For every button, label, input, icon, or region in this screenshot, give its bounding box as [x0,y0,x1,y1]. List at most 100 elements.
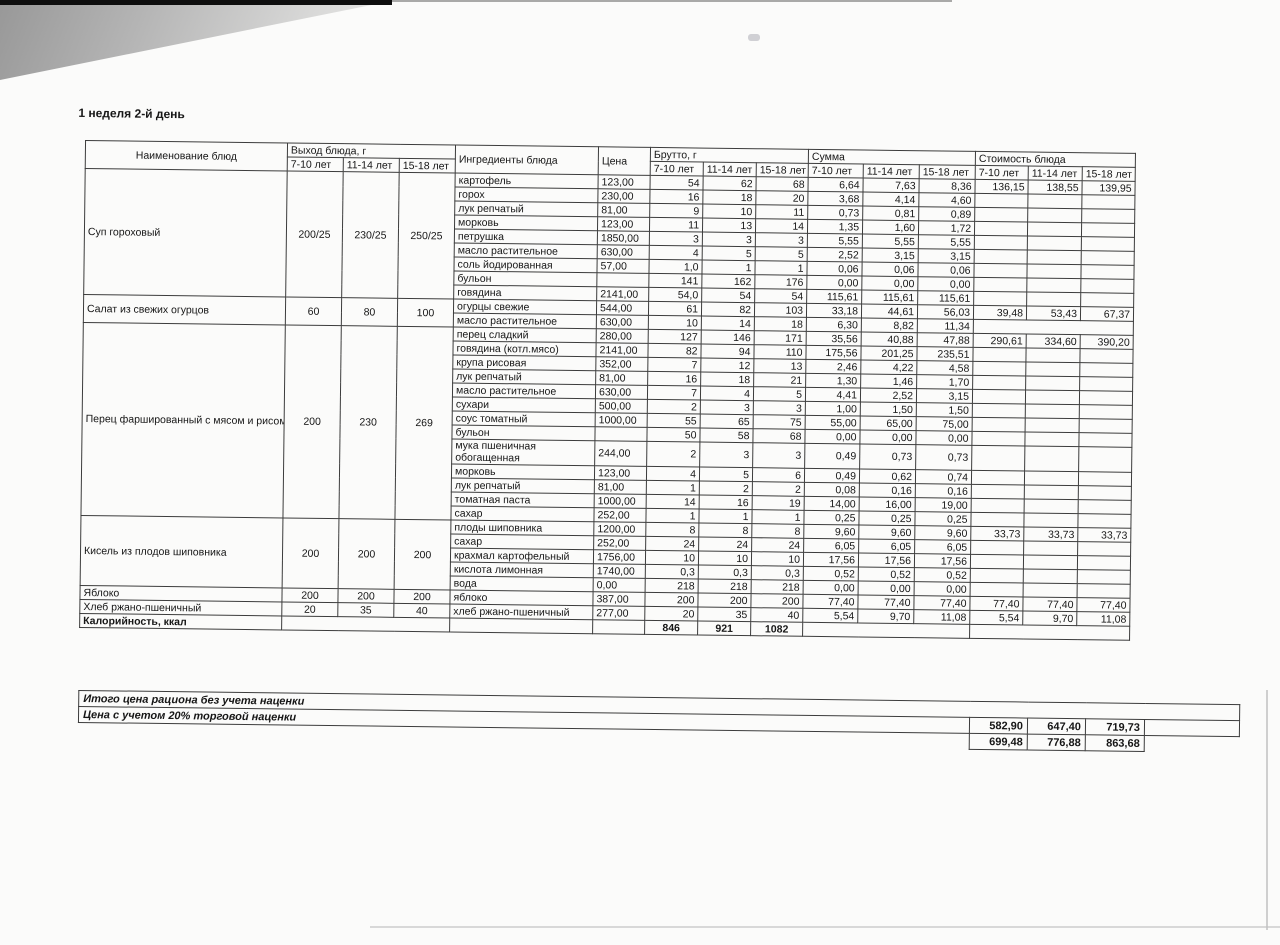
sum-cell: 17,56 [914,553,971,569]
price-cell: 1000,00 [594,493,647,509]
gross-cell: 82 [647,343,702,359]
dish-name-cell: Кисель из плодов шиповника [80,515,283,588]
cost-spacer [973,263,1028,279]
price-cell: 81,00 [595,370,648,386]
gross-cell: 127 [648,329,702,345]
price-cell: 1000,00 [595,412,648,428]
gross-cell: 3 [699,442,753,468]
sum-cell: 1,35 [807,219,863,235]
price-cell: 244,00 [594,440,647,467]
price-cell: 123,00 [594,465,647,481]
gross-cell: 18 [702,190,757,205]
cost-spacer [1080,264,1135,280]
gross-cell: 3 [752,442,805,469]
col-header-age: 11-14 лет [343,157,400,173]
cost-spacer [1024,432,1080,447]
calories-label-cell: Калорийность, ккал [79,613,282,630]
col-header-name: Наименование блюд [85,140,288,171]
gross-cell: 2 [752,481,805,497]
sum-cell: 8,82 [861,317,918,333]
scan-smudge [748,34,760,41]
cost-spacer [973,277,1027,293]
dish-cost-cell: 136,15 [975,179,1029,195]
sum-cell: 201,25 [860,345,918,361]
gross-cell: 4 [700,386,754,401]
sum-cell: 17,56 [858,552,915,568]
sum-cell: 0,25 [858,510,916,526]
col-header-age: 7-10 лет [808,163,864,179]
gross-cell: 58 [699,428,754,443]
gross-cell: 110 [753,344,807,360]
cost-spacer [1023,554,1078,570]
col-header-age: 15-18 лет [1082,166,1136,182]
sum-cell: 115,61 [806,289,862,304]
sum-cell: 40,88 [861,331,918,347]
sum-cell: 0,52 [914,567,971,583]
col-header-age: 15-18 лет [399,158,456,174]
sum-cell: 6,05 [914,539,971,555]
dish-output-cell: 200 [337,588,395,604]
sum-cell: 235,51 [916,346,974,362]
cost-spacer [972,361,1026,377]
gross-cell: 103 [754,302,807,318]
gross-cell: 8 [698,523,752,538]
gross-cell: 18 [700,372,754,387]
gross-cell: 1 [646,480,700,496]
price-cell: 352,00 [595,356,648,372]
price-cell: 0,00 [593,577,646,593]
dish-name-cell: Суп гороховый [83,168,288,297]
calories-value-cell: 846 [644,620,698,636]
sum-cell: 19,00 [915,497,972,513]
cost-spacer [1080,292,1134,308]
gross-cell: 54 [754,288,807,304]
calories-price-cell [592,619,645,635]
gross-cell: 9 [649,203,703,219]
price-cell: 1756,00 [593,549,646,565]
sum-cell: 0,81 [862,206,919,221]
gross-cell: 65 [700,414,754,429]
gross-cell: 8 [645,522,699,538]
gross-cell: 1,0 [648,259,703,275]
gross-cell: 68 [752,428,806,444]
price-cell: 230,00 [597,188,651,204]
totals-value-cell: 776,88 [1027,734,1086,751]
sum-cell: 4,41 [805,387,861,402]
gross-cell: 94 [700,344,755,359]
cost-spacer [1025,362,1080,377]
sum-cell: 0,62 [859,468,916,484]
gross-cell: 1 [645,508,700,524]
gross-cell: 21 [753,372,806,388]
dish-output-cell: 60 [285,296,342,326]
price-cell [594,426,648,442]
sum-cell: 0,25 [803,510,860,525]
cost-spacer [1079,376,1133,392]
cost-spacer [1079,404,1133,420]
sum-cell: 11,08 [913,609,970,625]
cost-spacer [1023,568,1078,584]
gross-cell: 16 [699,495,753,510]
gross-cell: 20 [644,606,698,622]
sum-cell: 35,56 [806,331,862,346]
dish-cost-cell: 138,55 [1028,180,1083,195]
cost-spacer [1024,499,1079,514]
totals-table: Итого цена рациона без учета наценки Цена… [78,690,1241,753]
sum-cell: 0,73 [915,444,972,471]
sum-cell: 1,30 [805,373,861,388]
gross-cell: 35 [697,607,751,622]
col-header-ingredients: Ингредиенты блюда [455,145,599,175]
cost-spacer [972,375,1026,391]
sum-cell: 4,60 [918,192,976,208]
menu-table: Наименование блюд Выход блюда, г Ингредиен… [79,140,1136,641]
cost-spacer [971,498,1025,514]
price-cell: 123,00 [598,174,651,190]
sum-cell: 6,05 [803,538,859,553]
dish-output-cell: 20 [281,601,338,617]
cost-spacer [1078,432,1133,448]
gross-cell: 6 [752,467,805,483]
price-cell: 252,00 [593,535,646,551]
calories-spacer [969,624,1130,641]
cost-spacer [1080,278,1134,294]
cost-spacer [1077,541,1131,557]
cost-spacer [1027,250,1082,265]
